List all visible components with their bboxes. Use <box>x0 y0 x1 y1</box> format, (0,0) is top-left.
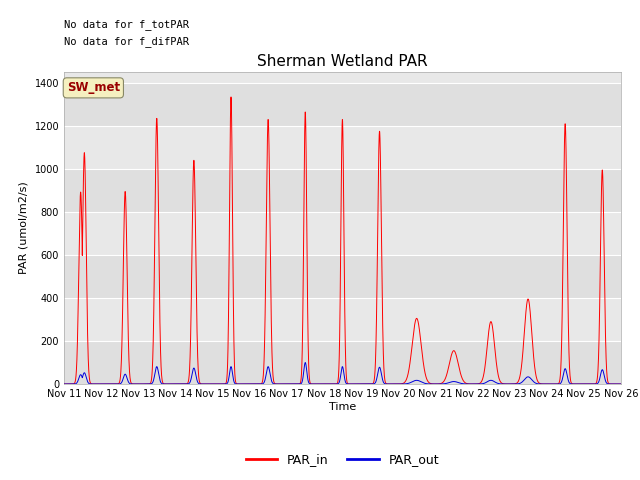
Text: SW_met: SW_met <box>67 82 120 95</box>
Text: No data for f_difPAR: No data for f_difPAR <box>64 36 189 47</box>
Bar <box>64 255 621 298</box>
Bar <box>64 83 621 126</box>
Text: No data for f_totPAR: No data for f_totPAR <box>64 19 189 30</box>
X-axis label: Time: Time <box>329 402 356 412</box>
Bar <box>64 341 621 384</box>
Bar <box>64 169 621 212</box>
Title: Sherman Wetland PAR: Sherman Wetland PAR <box>257 54 428 70</box>
Y-axis label: PAR (umol/m2/s): PAR (umol/m2/s) <box>19 181 29 275</box>
Legend: PAR_in, PAR_out: PAR_in, PAR_out <box>241 448 444 471</box>
